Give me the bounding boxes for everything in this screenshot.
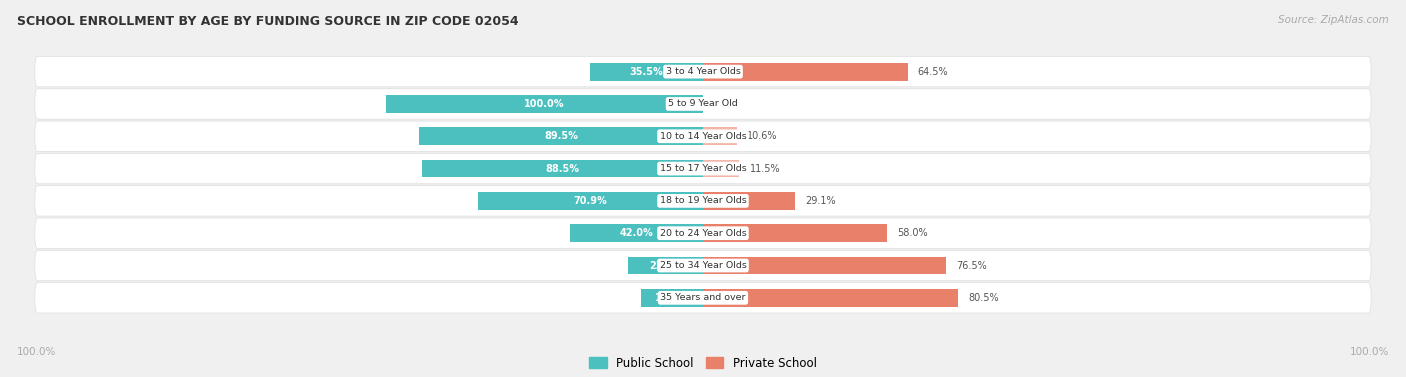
Text: 88.5%: 88.5% bbox=[546, 164, 579, 173]
Text: 10 to 14 Year Olds: 10 to 14 Year Olds bbox=[659, 132, 747, 141]
Text: SCHOOL ENROLLMENT BY AGE BY FUNDING SOURCE IN ZIP CODE 02054: SCHOOL ENROLLMENT BY AGE BY FUNDING SOUR… bbox=[17, 15, 519, 28]
Text: 20 to 24 Year Olds: 20 to 24 Year Olds bbox=[659, 229, 747, 238]
Text: 64.5%: 64.5% bbox=[918, 67, 948, 77]
Bar bbox=[478, 192, 703, 210]
FancyBboxPatch shape bbox=[35, 89, 1371, 119]
Text: 11.5%: 11.5% bbox=[749, 164, 780, 173]
Text: 42.0%: 42.0% bbox=[620, 228, 654, 238]
Text: 80.5%: 80.5% bbox=[969, 293, 1000, 303]
Text: 0.0%: 0.0% bbox=[713, 99, 738, 109]
Text: 3 to 4 Year Olds: 3 to 4 Year Olds bbox=[665, 67, 741, 76]
Text: 58.0%: 58.0% bbox=[897, 228, 928, 238]
FancyBboxPatch shape bbox=[35, 218, 1371, 248]
Bar bbox=[703, 224, 887, 242]
Text: 89.5%: 89.5% bbox=[544, 131, 578, 141]
Bar bbox=[591, 63, 703, 81]
FancyBboxPatch shape bbox=[35, 283, 1371, 313]
FancyBboxPatch shape bbox=[35, 186, 1371, 216]
Bar bbox=[703, 160, 740, 178]
Text: 76.5%: 76.5% bbox=[956, 261, 987, 271]
Legend: Public School, Private School: Public School, Private School bbox=[585, 352, 821, 374]
Bar bbox=[703, 63, 908, 81]
Text: 15 to 17 Year Olds: 15 to 17 Year Olds bbox=[659, 164, 747, 173]
Bar bbox=[703, 257, 946, 274]
Text: 29.1%: 29.1% bbox=[806, 196, 837, 206]
Bar bbox=[703, 127, 737, 145]
Bar bbox=[419, 127, 703, 145]
Text: 70.9%: 70.9% bbox=[574, 196, 607, 206]
Text: 100.0%: 100.0% bbox=[1350, 347, 1389, 357]
FancyBboxPatch shape bbox=[35, 121, 1371, 152]
Text: 100.0%: 100.0% bbox=[17, 347, 56, 357]
Text: 18 to 19 Year Olds: 18 to 19 Year Olds bbox=[659, 196, 747, 205]
Text: Source: ZipAtlas.com: Source: ZipAtlas.com bbox=[1278, 15, 1389, 25]
Bar bbox=[628, 257, 703, 274]
Text: 10.6%: 10.6% bbox=[747, 131, 778, 141]
FancyBboxPatch shape bbox=[35, 250, 1371, 281]
Bar bbox=[703, 289, 959, 307]
FancyBboxPatch shape bbox=[35, 57, 1371, 87]
Text: 25 to 34 Year Olds: 25 to 34 Year Olds bbox=[659, 261, 747, 270]
Bar bbox=[641, 289, 703, 307]
Bar bbox=[385, 95, 703, 113]
Text: 35 Years and over: 35 Years and over bbox=[661, 293, 745, 302]
Bar bbox=[569, 224, 703, 242]
Text: 5 to 9 Year Old: 5 to 9 Year Old bbox=[668, 100, 738, 109]
Text: 35.5%: 35.5% bbox=[630, 67, 664, 77]
Text: 19.5%: 19.5% bbox=[655, 293, 689, 303]
Bar bbox=[703, 192, 796, 210]
Text: 100.0%: 100.0% bbox=[524, 99, 565, 109]
FancyBboxPatch shape bbox=[35, 153, 1371, 184]
Text: 23.5%: 23.5% bbox=[648, 261, 682, 271]
Bar bbox=[422, 160, 703, 178]
